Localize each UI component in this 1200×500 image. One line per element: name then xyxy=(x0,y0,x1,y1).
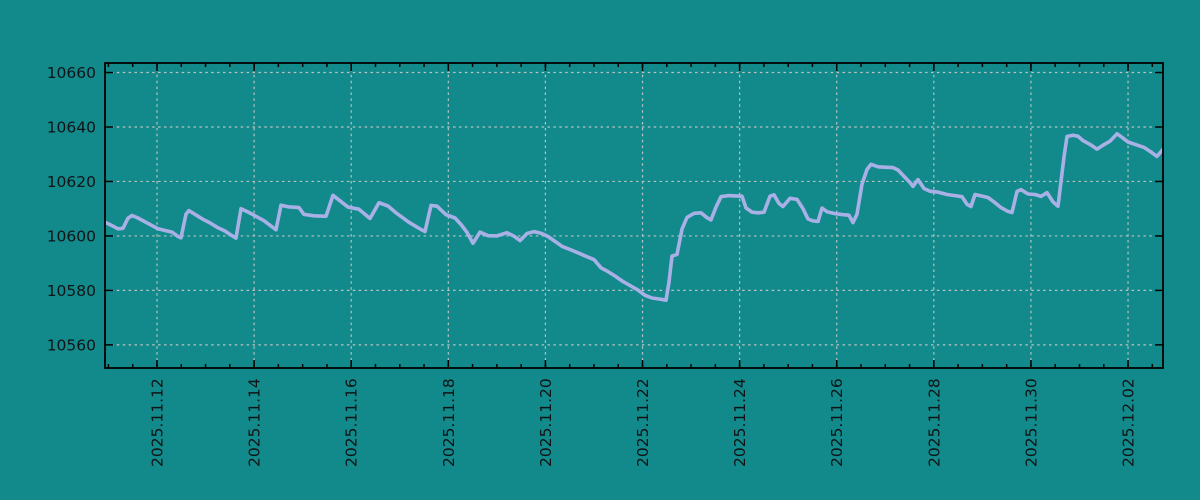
x-tick-label: 2025.11.24 xyxy=(731,378,749,467)
y-tick-label: 10560 xyxy=(47,336,96,354)
y-axis-tick-labels: 10560 10580 10600 10620 10640 10660 xyxy=(47,64,96,354)
x-tick-label: 2025.11.12 xyxy=(148,378,166,467)
axis-ticks xyxy=(105,63,1163,368)
y-tick-label: 10600 xyxy=(47,227,96,245)
x-tick-label: 2025.11.20 xyxy=(537,378,555,467)
grid xyxy=(105,63,1163,368)
x-tick-label: 2025.11.14 xyxy=(246,378,264,467)
y-tick-label: 10640 xyxy=(47,118,96,136)
x-tick-label: 2025.11.16 xyxy=(343,378,361,467)
data-line xyxy=(105,132,1163,303)
y-tick-label: 10580 xyxy=(47,282,96,300)
x-tick-label: 2025.12.02 xyxy=(1120,378,1138,467)
x-tick-label: 2025.11.28 xyxy=(925,378,943,467)
plot-frame xyxy=(104,62,1164,369)
x-tick-label: 2025.11.30 xyxy=(1022,378,1040,467)
x-tick-label: 2025.11.22 xyxy=(634,378,652,467)
y-tick-label: 10620 xyxy=(47,173,96,191)
x-tick-label: 2025.11.18 xyxy=(440,378,458,467)
x-tick-label: 2025.11.26 xyxy=(828,378,846,467)
y-tick-label: 10660 xyxy=(47,64,96,82)
x-axis-tick-labels: 2025.11.12 2025.11.14 2025.11.16 2025.11.18… xyxy=(148,378,1137,467)
